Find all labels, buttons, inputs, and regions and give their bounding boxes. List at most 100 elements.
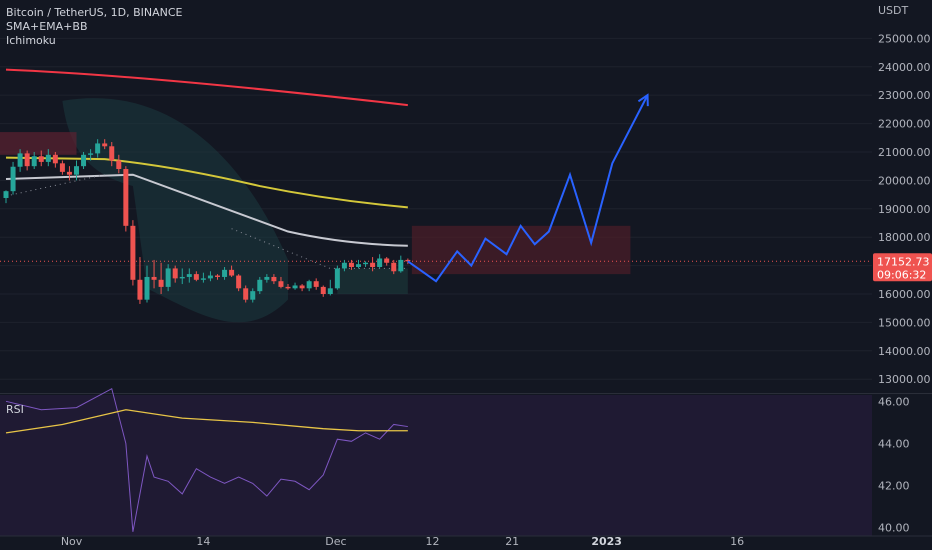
candle-body: [320, 286, 326, 294]
candle-body: [95, 143, 101, 154]
candle: [158, 262, 164, 294]
candle-body: [144, 276, 150, 300]
candle-body: [24, 153, 30, 167]
candle-body: [109, 146, 115, 161]
candle-body: [186, 274, 192, 277]
candle: [384, 257, 390, 266]
candle: [370, 257, 376, 272]
rsi-background: [0, 395, 872, 536]
ichimoku-cloud-future: [411, 225, 631, 275]
candle-body: [370, 262, 376, 268]
series-line-rsi_ma: [5, 409, 408, 434]
candle: [250, 288, 256, 303]
rsi-y-tick-label: 46.00: [878, 395, 910, 408]
candle: [341, 259, 347, 272]
series-line-sma_red: [5, 68, 408, 107]
candle: [137, 257, 143, 304]
candle: [363, 261, 369, 268]
candle-body: [285, 286, 291, 289]
candle-body: [405, 259, 411, 262]
candle: [179, 268, 185, 285]
candle: [109, 142, 115, 167]
legend-indicator-sma-ema-bb[interactable]: SMA+EMA+BB: [6, 20, 88, 33]
candle-body: [3, 191, 9, 198]
y-tick-label: 20000.00: [878, 174, 931, 187]
candle: [391, 259, 397, 275]
candle: [95, 139, 101, 158]
candle: [116, 154, 122, 174]
candle: [3, 190, 9, 204]
last-price-tag: [873, 253, 932, 282]
candle-body: [215, 275, 220, 277]
rsi-label[interactable]: RSI: [6, 403, 24, 416]
y-tick-label: 13000.00: [878, 373, 931, 386]
candle: [229, 265, 235, 277]
candle-body: [363, 262, 369, 265]
candle-body: [299, 285, 305, 289]
candle: [320, 285, 326, 297]
rsi-pane: [5, 387, 408, 532]
candlesticks: [3, 139, 411, 304]
y-tick-label: 24000.00: [878, 61, 931, 74]
candle-body: [52, 154, 58, 164]
legend-indicator-ichimoku[interactable]: Ichimoku: [6, 34, 56, 47]
candle-body: [137, 279, 143, 300]
y-tick-label: 18000.00: [878, 231, 931, 244]
legend-symbol[interactable]: Bitcoin / TetherUS, 1D, BINANCE: [6, 6, 183, 19]
candle-body: [384, 258, 390, 263]
candle: [271, 274, 277, 285]
y-tick-label: 14000.00: [878, 345, 931, 358]
candle: [45, 149, 51, 167]
candle-body: [17, 153, 23, 167]
candle: [165, 264, 171, 292]
candle: [74, 160, 79, 181]
candle-body: [10, 166, 16, 192]
candle: [81, 151, 87, 170]
y-tick-label: 15000.00: [878, 316, 931, 329]
y-tick-label: 16000.00: [878, 288, 931, 301]
candle-body: [116, 160, 122, 170]
candle-body: [243, 288, 249, 300]
candle: [193, 271, 199, 282]
candle-body: [377, 258, 383, 268]
candle: [151, 259, 157, 289]
candle-body: [250, 291, 256, 300]
candle-body: [31, 156, 37, 167]
forecast-line: [407, 94, 649, 283]
candle: [59, 160, 65, 175]
candle-body: [398, 259, 404, 272]
candle-body: [123, 169, 129, 226]
candle: [88, 149, 94, 161]
candle-body: [264, 276, 270, 280]
x-tick-label: 12: [426, 535, 440, 548]
y-tick-label: 22000.00: [878, 118, 931, 131]
candle-body: [292, 285, 298, 289]
x-tick-label: 2023: [591, 535, 622, 548]
candle: [377, 254, 383, 269]
ichimoku-base-line: [5, 174, 408, 269]
rsi-y-tick-label: 42.00: [878, 479, 910, 492]
candle-body: [334, 268, 340, 289]
rsi-y-tick-label: 40.00: [878, 522, 910, 535]
candle-body: [356, 264, 361, 268]
y-tick-label: 25000.00: [878, 32, 931, 45]
candle: [313, 278, 319, 290]
rsi-y-tick-label: 44.00: [878, 437, 910, 450]
candle-body: [236, 275, 242, 289]
candle: [278, 276, 284, 289]
bar-countdown: 09:06:32: [877, 268, 926, 281]
candle: [292, 282, 298, 290]
x-tick-label: Dec: [325, 535, 346, 548]
candle: [215, 274, 220, 280]
y-tick-label: 19000.00: [878, 203, 931, 216]
x-tick-label: 21: [505, 535, 519, 548]
y-axis-unit: USDT: [878, 4, 909, 17]
candle: [186, 268, 192, 283]
candle-body: [74, 166, 79, 175]
candle: [123, 166, 129, 232]
x-tick-label: 16: [730, 535, 744, 548]
candle-body: [306, 281, 312, 289]
candle: [257, 276, 263, 294]
candle-body: [348, 262, 354, 268]
